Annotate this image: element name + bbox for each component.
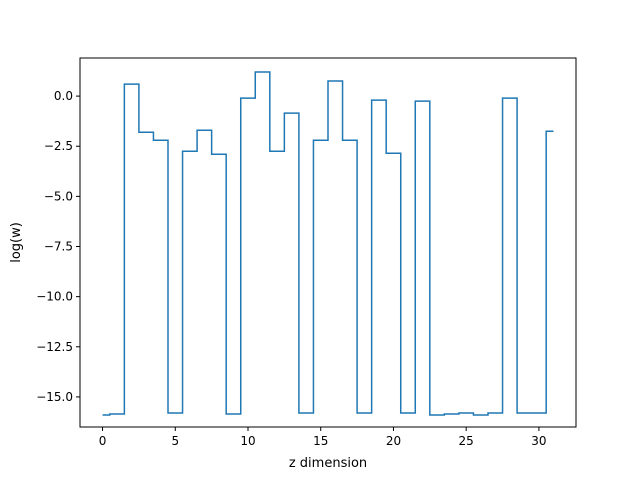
x-tick-label: 0: [99, 434, 107, 448]
y-tick-label: 0.0: [54, 89, 73, 103]
axes-frame: [79, 57, 577, 428]
x-tick-label: 5: [171, 434, 179, 448]
series-layer: [102, 71, 554, 416]
x-tick-label: 10: [240, 434, 255, 448]
y-axis-label: log(w): [9, 222, 24, 263]
x-tick-label: 30: [531, 434, 546, 448]
ticks-layer: 0 5 10 15 20 25 30 0.0 −2.5 −5.0 −7.5 −10.0 −12.5 −15…: [36, 89, 546, 448]
y-tick-label: −7.5: [44, 240, 73, 254]
y-tick-label: −5.0: [44, 189, 73, 203]
x-tick-label: 15: [313, 434, 328, 448]
y-tick-label: −2.5: [44, 139, 73, 153]
x-tick-label: 25: [459, 434, 474, 448]
y-tick-label: −15.0: [36, 390, 73, 404]
series-line: [102, 71, 554, 416]
y-tick-label: −12.5: [36, 340, 73, 354]
x-tick-label: 20: [386, 434, 401, 448]
x-axis-label: z dimension: [289, 456, 367, 471]
y-tick-label: −10.0: [36, 290, 73, 304]
